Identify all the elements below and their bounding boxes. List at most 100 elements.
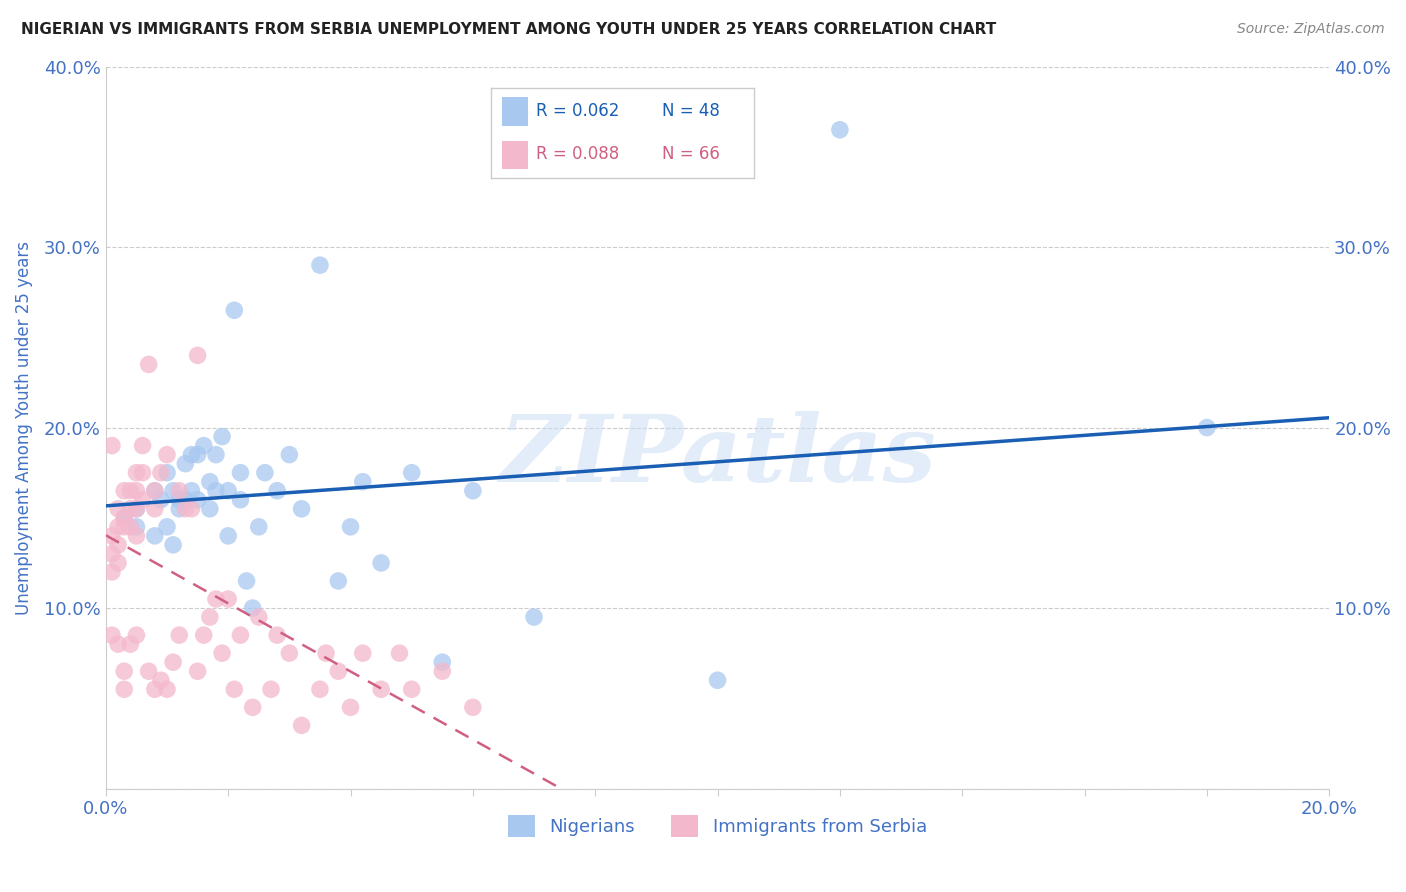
Point (138, 664, 160, 678)
Point (112, 520, 135, 534)
Point (149, 466, 172, 480)
Point (370, 556, 392, 570)
Point (112, 511, 135, 525)
Point (131, 466, 153, 480)
Point (247, 520, 270, 534)
Point (339, 700, 361, 714)
Point (309, 682, 332, 697)
Text: Source: ZipAtlas.com: Source: ZipAtlas.com (1237, 22, 1385, 37)
Y-axis label: Unemployment Among Youth under 25 years: Unemployment Among Youth under 25 years (15, 241, 32, 615)
Point (278, 448, 301, 462)
Point (217, 592, 239, 607)
Point (278, 646, 301, 660)
Point (112, 682, 135, 697)
Point (187, 348, 209, 362)
Point (229, 492, 252, 507)
Point (125, 501, 148, 516)
Point (828, 122, 851, 136)
Point (1195, 420, 1218, 434)
Point (187, 664, 209, 678)
Point (167, 492, 190, 507)
Point (112, 511, 135, 525)
Point (224, 682, 246, 697)
Point (125, 529, 148, 543)
Point (112, 483, 135, 498)
Point (162, 655, 184, 669)
Point (125, 483, 148, 498)
Legend: Nigerians, Immigrants from Serbia: Nigerians, Immigrants from Serbia (501, 808, 935, 845)
Point (253, 466, 276, 480)
Point (339, 520, 361, 534)
Point (143, 483, 166, 498)
Point (432, 655, 454, 669)
Point (198, 475, 221, 489)
Point (162, 538, 184, 552)
Point (180, 501, 202, 516)
Point (205, 592, 228, 607)
Point (156, 520, 179, 534)
Point (266, 483, 288, 498)
Point (193, 439, 215, 453)
Point (432, 664, 454, 678)
Point (174, 492, 197, 507)
Point (101, 628, 124, 642)
Point (143, 529, 166, 543)
Point (328, 574, 350, 588)
Point (125, 466, 148, 480)
Point (125, 520, 148, 534)
Point (149, 673, 172, 688)
Point (149, 492, 172, 507)
Point (174, 457, 197, 471)
Point (187, 492, 209, 507)
Text: NIGERIAN VS IMMIGRANTS FROM SERBIA UNEMPLOYMENT AMONG YOUTH UNDER 25 YEARS CORRE: NIGERIAN VS IMMIGRANTS FROM SERBIA UNEMP… (21, 22, 997, 37)
Point (352, 646, 374, 660)
Point (167, 501, 190, 516)
Point (143, 501, 166, 516)
Point (143, 483, 166, 498)
Point (461, 483, 484, 498)
Point (205, 483, 228, 498)
Point (291, 718, 314, 732)
Point (174, 501, 197, 516)
Point (461, 700, 484, 714)
Point (352, 475, 374, 489)
Point (162, 483, 184, 498)
Point (388, 646, 411, 660)
Point (143, 682, 166, 697)
Point (401, 466, 423, 480)
Point (131, 492, 153, 507)
Point (198, 610, 221, 624)
Point (120, 520, 142, 534)
Point (370, 682, 392, 697)
Point (107, 520, 129, 534)
Point (229, 466, 252, 480)
Point (167, 628, 190, 642)
Point (198, 501, 221, 516)
Point (107, 501, 129, 516)
Point (107, 637, 129, 651)
Point (309, 258, 332, 272)
Point (706, 673, 728, 688)
Point (125, 628, 148, 642)
Point (217, 529, 239, 543)
Point (112, 664, 135, 678)
Point (120, 637, 142, 651)
Point (315, 646, 337, 660)
Point (211, 429, 233, 443)
Point (156, 466, 179, 480)
Point (260, 682, 283, 697)
Point (167, 483, 190, 498)
Point (107, 556, 129, 570)
Point (211, 646, 233, 660)
Point (242, 601, 264, 615)
Point (107, 538, 129, 552)
Text: ZIPatlas: ZIPatlas (499, 411, 936, 501)
Point (101, 565, 124, 579)
Point (235, 574, 257, 588)
Point (193, 628, 215, 642)
Point (101, 529, 124, 543)
Point (328, 664, 350, 678)
Point (156, 682, 179, 697)
Point (291, 501, 314, 516)
Point (180, 448, 202, 462)
